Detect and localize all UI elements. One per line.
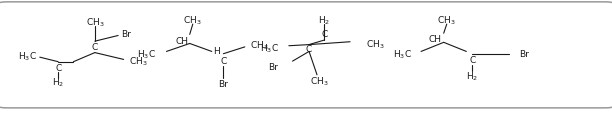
Text: C: C bbox=[469, 55, 476, 64]
Text: CH: CH bbox=[429, 35, 442, 44]
Text: Br: Br bbox=[519, 50, 529, 59]
Text: H$_2$: H$_2$ bbox=[466, 69, 479, 82]
Text: C: C bbox=[55, 63, 61, 72]
Text: CH$_3$: CH$_3$ bbox=[250, 39, 268, 51]
Text: H$_3$C: H$_3$C bbox=[394, 48, 412, 60]
Text: CH$_3$: CH$_3$ bbox=[310, 75, 329, 88]
Text: Br: Br bbox=[268, 62, 278, 71]
Text: CH$_3$: CH$_3$ bbox=[129, 55, 147, 67]
Text: CH$_3$: CH$_3$ bbox=[438, 14, 456, 27]
Text: H$_2$: H$_2$ bbox=[52, 76, 64, 89]
Text: C: C bbox=[321, 29, 327, 38]
FancyBboxPatch shape bbox=[0, 3, 612, 108]
Text: Br: Br bbox=[121, 29, 131, 38]
Text: CH$_3$: CH$_3$ bbox=[184, 14, 202, 27]
Text: C: C bbox=[92, 43, 98, 52]
Text: CH$_3$: CH$_3$ bbox=[86, 16, 104, 29]
Text: Br: Br bbox=[218, 79, 228, 88]
Text: H$_2$: H$_2$ bbox=[318, 14, 330, 27]
Text: CH$_3$: CH$_3$ bbox=[366, 38, 384, 50]
Text: H$_3$C: H$_3$C bbox=[260, 42, 278, 55]
Text: H$_3$C: H$_3$C bbox=[18, 50, 37, 63]
Text: C: C bbox=[220, 57, 226, 65]
Text: CH: CH bbox=[176, 36, 188, 45]
Text: H: H bbox=[213, 46, 220, 55]
Text: H$_3$C: H$_3$C bbox=[138, 48, 156, 60]
Text: C: C bbox=[306, 44, 312, 53]
